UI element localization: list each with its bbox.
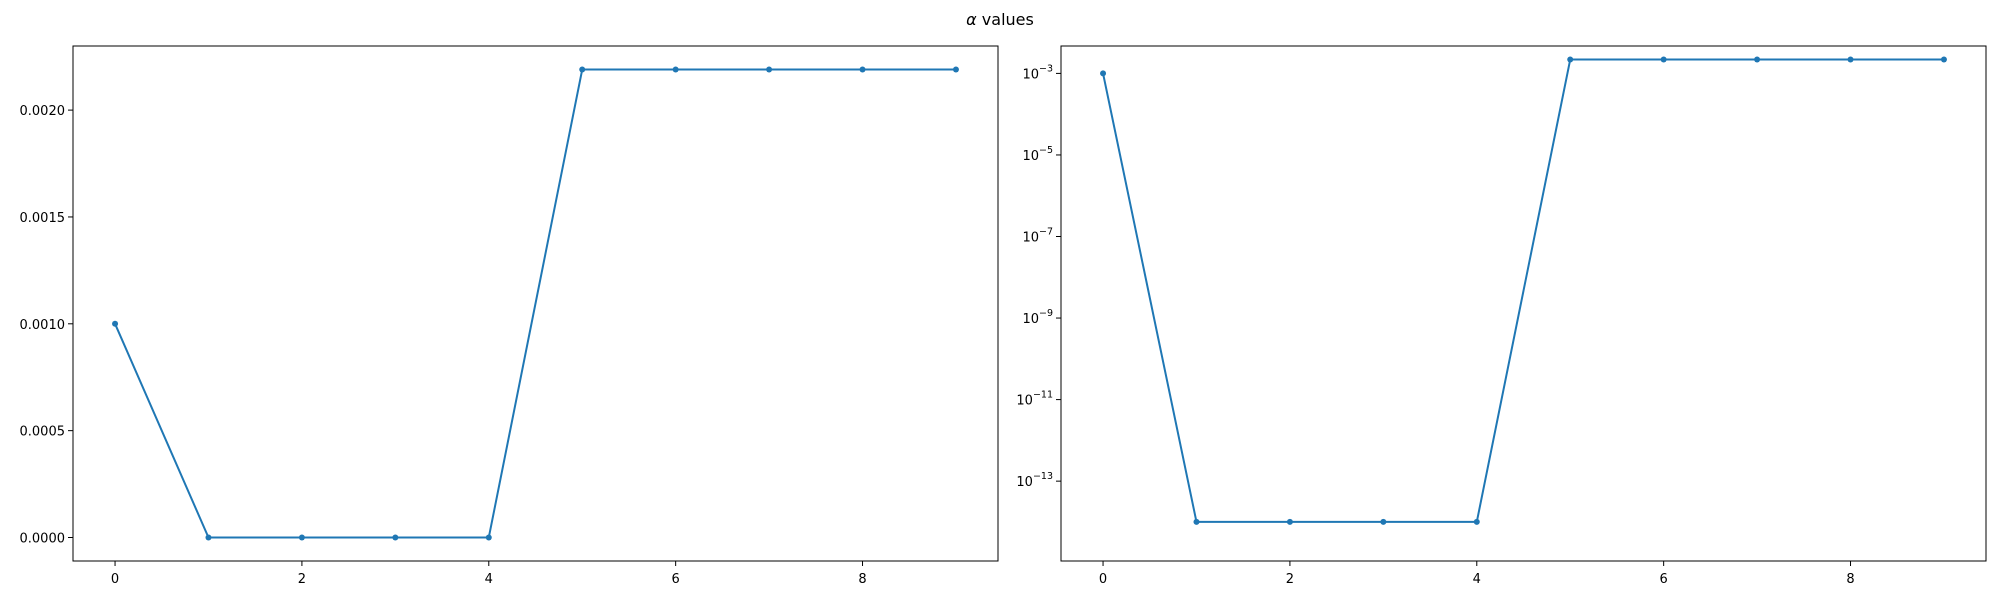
linear-data-point [298, 534, 305, 541]
linear-ytick-label: 0.0015 [20, 211, 66, 226]
log-ytick-label: 10−13 [1016, 471, 1053, 490]
log-ytick-label-base: 10 [1016, 475, 1033, 490]
log-data-point [1847, 56, 1854, 63]
linear-plot-frame [72, 45, 999, 562]
log-ytick-label: 10−7 [1022, 226, 1053, 245]
log-ytick-label-base: 10 [1022, 149, 1039, 164]
linear-xtick-label: 8 [858, 572, 866, 587]
log-ytick-label-exponent: −3 [1039, 63, 1053, 74]
linear-ytick-label: 0.0005 [20, 425, 66, 440]
linear-data-point [392, 534, 399, 541]
log-ytick-label-base: 10 [1022, 67, 1039, 82]
log-data-point [1100, 70, 1107, 77]
log-data-point [1473, 518, 1480, 525]
linear-ytick-label: 0.0000 [20, 531, 66, 546]
linear-xtick-label: 2 [298, 572, 306, 587]
log-xtick-label: 6 [1660, 572, 1668, 587]
linear-xtick-label: 4 [485, 572, 493, 587]
log-xtick-label: 0 [1099, 572, 1107, 587]
log-ytick-label-base: 10 [1022, 312, 1039, 327]
linear-series-line [114, 68, 956, 539]
log-data-point [1567, 56, 1574, 63]
linear-data-point [672, 66, 679, 73]
log-ytick-label: 10−3 [1022, 63, 1053, 82]
linear-data-point [205, 534, 212, 541]
log-ytick-label: 10−9 [1022, 308, 1053, 327]
log-xtick-label: 4 [1473, 572, 1481, 587]
figure-title-symbol: α [966, 10, 977, 29]
log-ytick-label-exponent: −13 [1033, 471, 1053, 482]
linear-data-point [952, 66, 959, 73]
log-ytick-label-exponent: −7 [1039, 226, 1053, 237]
log-ytick-label-exponent: −5 [1039, 145, 1053, 156]
figure-title-text: values [977, 10, 1034, 29]
log-data-point [1660, 56, 1667, 63]
linear-xtick-label: 0 [111, 572, 119, 587]
log-ytick-label-exponent: −9 [1039, 308, 1053, 319]
log-data-point [1286, 518, 1293, 525]
linear-ytick-label: 0.0020 [20, 104, 66, 119]
log-ytick-label: 10−11 [1016, 390, 1053, 409]
linear-data-point [579, 66, 586, 73]
log-data-point [1380, 518, 1387, 525]
linear-data-point [859, 66, 866, 73]
log-ytick-label-base: 10 [1022, 230, 1039, 245]
log-xtick-label: 8 [1846, 572, 1854, 587]
log-xtick-label: 2 [1286, 572, 1294, 587]
figure-title: α values [966, 10, 1034, 29]
linear-scale-panel: 0 2 4 6 8 0.0000 0.0005 0.0010 0.0015 0.0020 [20, 45, 999, 587]
log-data-point [1193, 518, 1200, 525]
log-ytick-label-base: 10 [1016, 394, 1033, 409]
linear-data-point [485, 534, 492, 541]
log-ytick-label: 10−5 [1022, 145, 1053, 164]
log-series-line [1102, 58, 1944, 523]
linear-data-point [766, 66, 773, 73]
log-ytick-label-exponent: −11 [1033, 390, 1053, 401]
linear-data-point [112, 320, 119, 327]
linear-xtick-label: 6 [672, 572, 680, 587]
log-data-point [1754, 56, 1761, 63]
log-plot-frame [1060, 45, 1987, 562]
log-data-point [1940, 56, 1947, 63]
linear-ytick-label: 0.0010 [20, 318, 66, 333]
